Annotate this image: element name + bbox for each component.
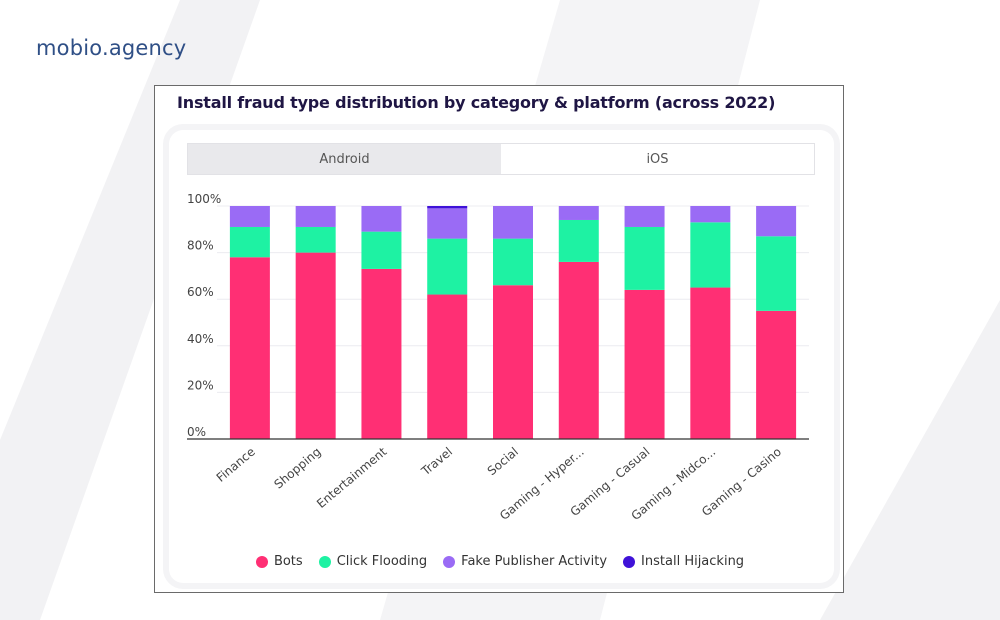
y-tick-label: 0% [187,425,206,439]
platform-tabs: Android iOS [187,143,815,175]
legend-item[interactable]: Fake Publisher Activity [443,554,607,569]
x-tick-label: Travel [418,445,455,479]
legend-item[interactable]: Click Flooding [318,554,428,569]
bar-segment [427,206,468,209]
legend-label: Click Flooding [336,554,428,569]
bar-segment [229,226,270,258]
bar-segment [493,206,533,239]
legend-label: Install Hijacking [641,554,745,569]
bar-segment [690,287,731,439]
stacked-bar-chart: 0% 20% 40% 60% 80% 100% Finance ShoppingEnterta… [187,192,809,523]
bar-segment [756,236,797,311]
y-tick-label: 60% [187,285,214,299]
y-tick-label: 40% [187,332,214,346]
bar-segment [624,226,665,290]
tab-android[interactable]: Android [188,144,501,174]
x-tick-label: Social [485,445,521,479]
y-tick-label: 100% [187,192,221,206]
bar-segment [295,252,336,439]
bar-segment [229,257,270,439]
bar-segment [295,226,336,253]
x-tick-label: Shopping [271,445,323,492]
bar-segment [690,206,731,223]
bar-segment [427,294,468,439]
bar-segment [361,206,402,232]
bar-segment [624,206,665,227]
bar-segment [295,206,336,227]
bar-segment [690,222,731,288]
bar-segment [558,261,599,439]
x-tick-label: Entertainment [314,444,390,511]
legend-label: Fake Publisher Activity [461,554,608,569]
tab-ios[interactable]: iOS [501,144,814,174]
y-tick-label: 80% [187,239,214,253]
bar-segment [756,206,797,237]
y-tick-label: 20% [187,378,214,392]
bar-segment [558,206,599,220]
bar-segment [493,238,533,286]
x-tick-label: Finance [214,445,258,485]
legend-item[interactable]: Bots [255,554,303,569]
legend-item[interactable]: Install Hijacking [623,554,744,569]
legend-swatch [255,555,268,568]
bar-segment [756,310,797,439]
legend-label: Bots [273,554,303,569]
brand-logo-text: mobio.agency [36,36,187,60]
bar-segment [558,219,599,262]
bar-segment [229,206,270,227]
chart-legend: Bots Click Flooding Fake Publisher Activit… [155,554,845,569]
chart-frame: Install fraud type distribution by categ… [154,85,844,593]
legend-swatch [318,555,331,568]
legend-swatch [623,555,636,568]
bar-segment [361,231,402,269]
chart-title: Install fraud type distribution by categ… [177,93,776,112]
bar-segment [493,285,533,439]
legend-swatch [443,555,456,568]
bar-segment [427,208,468,239]
bar-segment [427,238,468,295]
bar-segment [624,289,665,439]
bar-segment [361,268,402,439]
